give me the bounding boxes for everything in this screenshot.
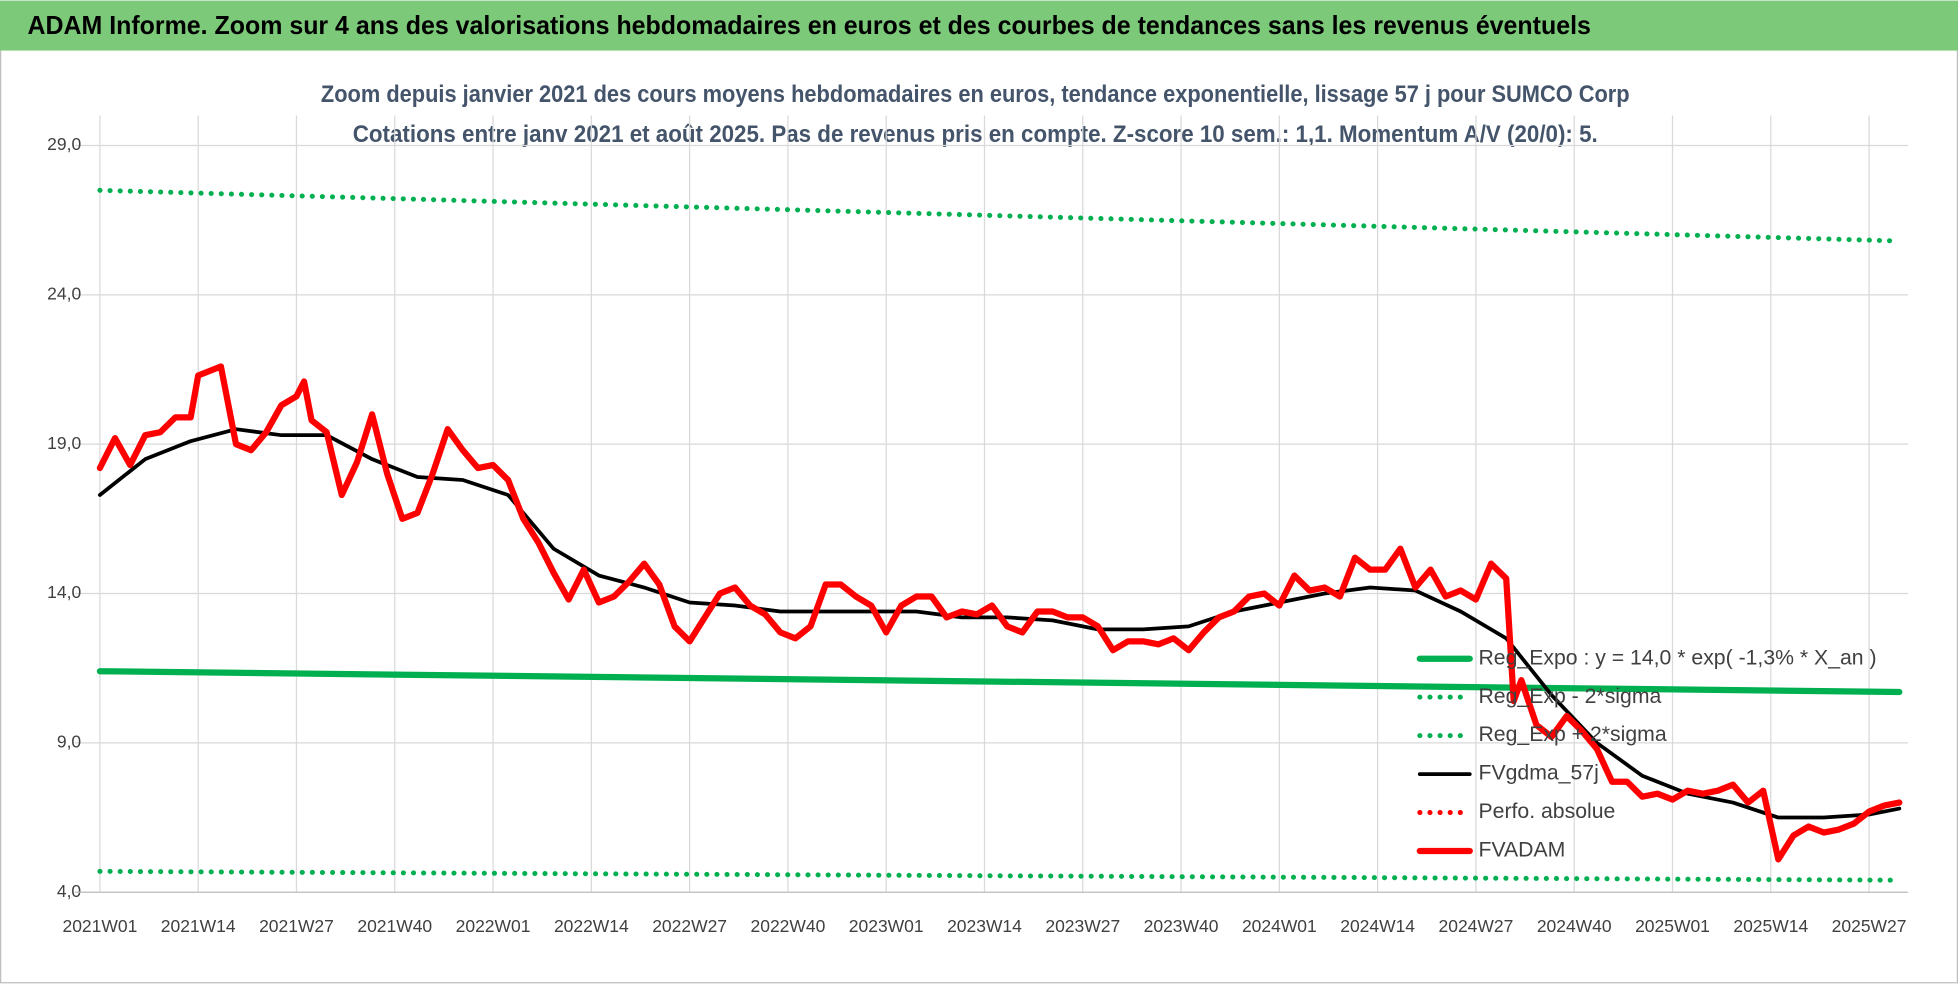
series-line xyxy=(96,363,1903,863)
header-band xyxy=(0,0,1958,51)
x-tick-label: 2021W01 xyxy=(63,916,138,936)
y-tick-label: 9,0 xyxy=(57,731,82,751)
x-tick-label: 2021W27 xyxy=(259,916,334,936)
y-tick-label: 24,0 xyxy=(47,283,81,303)
x-tick-label: 2022W01 xyxy=(456,916,531,936)
header-title: ADAM Informe. Zoom sur 4 ans des valoris… xyxy=(27,10,1590,40)
x-tick-label: 2021W40 xyxy=(357,916,432,936)
x-tick-label: 2024W40 xyxy=(1537,916,1612,936)
x-tick-label: 2025W01 xyxy=(1635,916,1710,936)
x-tick-label: 2024W01 xyxy=(1242,916,1317,936)
x-tick-label: 2022W40 xyxy=(751,916,826,936)
x-tick-label: 2024W14 xyxy=(1340,916,1415,936)
series-line xyxy=(97,868,1902,883)
y-tick-label: 14,0 xyxy=(47,582,81,602)
series-line xyxy=(97,187,1902,244)
series-line xyxy=(96,668,1903,696)
y-tick-label: 29,0 xyxy=(47,134,81,154)
x-tick-label: 2024W27 xyxy=(1439,916,1514,936)
x-tick-label: 2025W27 xyxy=(1832,916,1907,936)
x-tick-label: 2022W27 xyxy=(652,916,727,936)
legend-label: Reg_Exp - 2*sigma xyxy=(1478,685,1661,708)
x-tick-label: 2025W14 xyxy=(1733,916,1808,936)
legend-label: Perfo. absolue xyxy=(1478,800,1615,823)
x-tick-label: 2023W40 xyxy=(1144,916,1219,936)
y-tick-label: 4,0 xyxy=(57,881,82,901)
chart-title: Zoom depuis janvier 2021 des cours moyen… xyxy=(321,82,1630,108)
x-tick-label: 2023W14 xyxy=(947,916,1022,936)
x-tick-label: 2022W14 xyxy=(554,916,629,936)
y-tick-label: 19,0 xyxy=(47,433,81,453)
x-tick-label: 2023W27 xyxy=(1045,916,1120,936)
plot-area: 4,0 9,0 14,0 19,0 24,0 29,0 2021W01 2021W14 2021… xyxy=(47,115,1909,936)
legend-label: Reg_Expo : y = 14,0 * exp( -1,3% * X_an … xyxy=(1478,646,1876,669)
series-line xyxy=(98,427,1902,820)
legend: Reg_Expo : y = 14,0 * exp( -1,3% * X_an … xyxy=(1416,646,1877,862)
x-tick-label: 2023W01 xyxy=(849,916,924,936)
legend-label: FVgdma_57j xyxy=(1478,762,1598,785)
chart-subtitle: Cotations entre janv 2021 et août 2025. … xyxy=(353,122,1598,148)
x-tick-label: 2021W14 xyxy=(161,916,236,936)
legend-label: FVADAM xyxy=(1478,839,1565,862)
legend-label: Reg_Exp + 2*sigma xyxy=(1478,723,1666,746)
